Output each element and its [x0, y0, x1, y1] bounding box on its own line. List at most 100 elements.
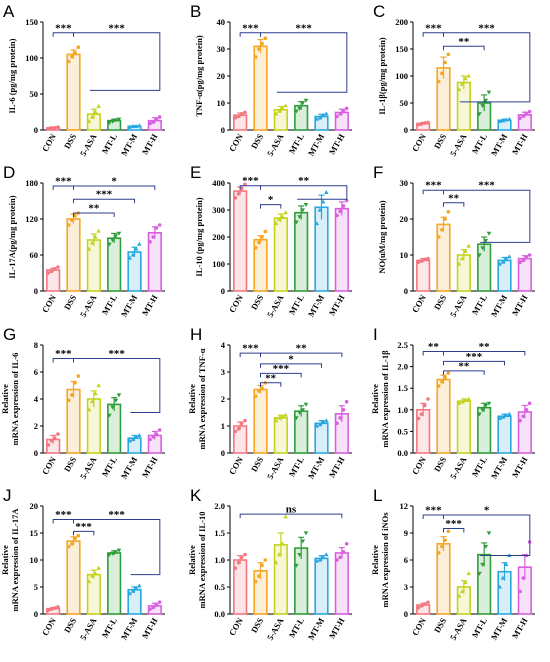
data-point: [527, 401, 532, 406]
data-point: [524, 254, 529, 259]
data-point: [151, 605, 156, 610]
y-tick-label: 0: [34, 448, 38, 458]
significance-bracket: [260, 382, 282, 387]
y-tick-label: 30: [217, 44, 226, 54]
y-axis-label-line: Relative: [187, 384, 197, 414]
x-tick-label: MT-M: [306, 132, 327, 158]
significance-bracket: [443, 202, 465, 207]
x-tick-label: 5-ASA: [78, 454, 99, 481]
data-point: [56, 125, 60, 129]
y-tick-label: 200: [212, 232, 225, 242]
y-tick-label: 2.5: [397, 340, 408, 350]
panel-c: C 0 50 100 150 200 IL-1β(pg/mg protein) CON DSS 5…: [373, 2, 535, 158]
data-point: [66, 223, 71, 227]
y-axis-label-line: Relative: [187, 545, 197, 575]
data-point: [130, 124, 136, 128]
data-point: [70, 393, 74, 397]
x-tick-label: MT-H: [510, 293, 530, 318]
significance-label: ***: [478, 22, 495, 34]
data-point: [113, 398, 119, 403]
x-tick-label: DSS: [62, 455, 79, 474]
data-point: [320, 554, 326, 559]
panel-l: L 0 3 6 9 12 RelativemRNA expression of iNOs CO…: [370, 486, 535, 642]
x-tick-label: DSS: [249, 293, 266, 312]
y-tick-label: 10: [30, 555, 39, 565]
data-point: [257, 240, 261, 245]
data-point: [283, 514, 288, 519]
data-point: [273, 418, 279, 423]
data-point: [486, 401, 492, 406]
data-point: [52, 126, 57, 130]
significance-label: **: [88, 203, 100, 215]
panel-letter-h: H: [190, 325, 202, 344]
y-tick-label: 2: [221, 394, 225, 404]
significance-bracket: [443, 32, 531, 103]
bar-dss: [436, 223, 451, 292]
x-tick-label: 5-ASA: [78, 615, 99, 642]
data-point: [344, 106, 349, 111]
data-point: [503, 117, 509, 122]
data-point: [243, 418, 247, 423]
x-tick-label: CON: [40, 292, 59, 314]
data-point: [446, 529, 451, 533]
data-point: [273, 111, 279, 116]
bar-dss: [66, 540, 81, 615]
data-point: [416, 416, 421, 421]
data-point: [276, 415, 282, 420]
data-point: [116, 548, 122, 553]
y-tick-label: 180: [25, 178, 38, 188]
data-point: [480, 562, 485, 567]
significance-label: **: [458, 36, 470, 48]
x-tick-label: MT-H: [327, 132, 347, 157]
data-point: [341, 550, 346, 554]
y-tick-label: 50: [30, 89, 39, 99]
panel-letter-e: E: [190, 163, 201, 182]
data-point: [280, 541, 285, 546]
data-point: [507, 411, 512, 416]
data-point: [317, 115, 323, 120]
significance-bracket: [239, 513, 343, 519]
significance-label: ns: [286, 504, 297, 516]
bar-dss: [66, 218, 81, 292]
data-point: [294, 416, 299, 421]
data-point: [419, 412, 424, 416]
data-point: [73, 381, 77, 385]
data-point: [341, 109, 346, 113]
data-point: [480, 104, 485, 109]
y-axis-label-line: mRNA expression of iNOs: [380, 512, 390, 608]
y-axis-label-line: mRNA expression of IL-10: [197, 512, 207, 609]
panel-letter-c: C: [373, 2, 385, 21]
y-tick-label: 8: [34, 340, 38, 350]
data-point: [518, 116, 522, 120]
data-point: [419, 604, 424, 608]
data-point: [416, 122, 421, 127]
panel-letter-b: B: [190, 2, 201, 21]
data-point: [297, 553, 302, 557]
y-tick-label: 100: [25, 53, 38, 63]
data-point: [280, 214, 285, 219]
data-point: [116, 393, 122, 398]
x-tick-label: 5-ASA: [448, 454, 469, 481]
data-point: [477, 112, 482, 117]
data-point: [243, 552, 247, 557]
significance-label: ***: [75, 521, 92, 533]
x-tick-label: MT-M: [119, 293, 140, 319]
data-point: [110, 551, 115, 556]
significance-label: ***: [242, 175, 259, 187]
y-axis-label: IL-1β(pg/mg protein): [377, 37, 387, 114]
data-point: [524, 408, 529, 412]
x-tick-label: MT-L: [287, 132, 307, 156]
data-point: [96, 103, 101, 108]
x-tick-label: DSS: [62, 293, 79, 312]
x-tick-label: DSS: [62, 616, 79, 635]
significance-label: ***: [55, 176, 72, 188]
data-point: [110, 405, 115, 410]
data-point: [500, 118, 506, 123]
data-point: [466, 73, 471, 78]
y-axis-label-line: Relative: [370, 384, 380, 414]
data-point: [324, 190, 329, 195]
y-axis-label: RelativemRNA expression of iNOs: [370, 512, 390, 608]
significance-bracket: [73, 198, 135, 204]
data-point: [89, 114, 95, 119]
bar-mt-l: [294, 211, 309, 292]
